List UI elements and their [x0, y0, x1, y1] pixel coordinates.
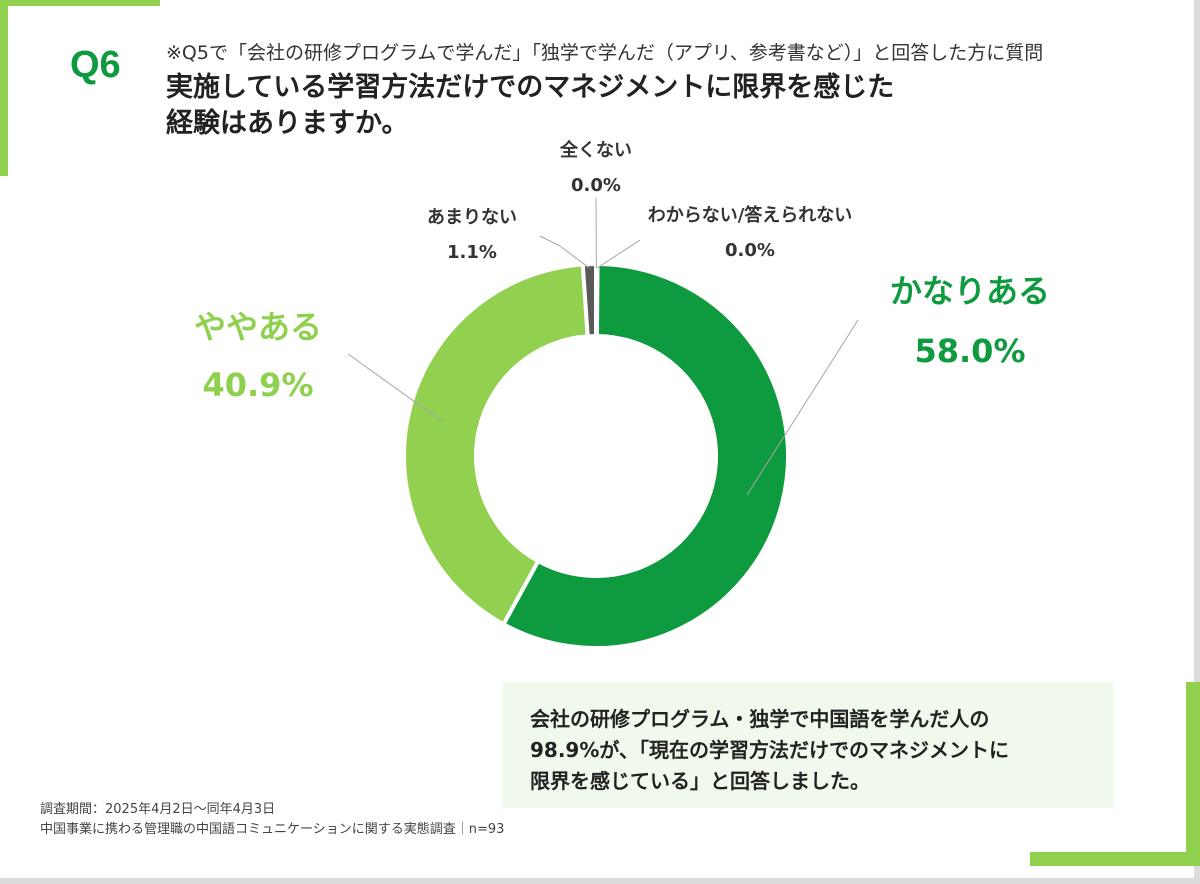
accent-bar-right — [1186, 682, 1200, 866]
question-title: 実施している学習方法だけでのマネジメントに限界を感じた 経験はありますか。 — [166, 70, 986, 142]
slice-value-wakaranai: 0.0% — [725, 240, 775, 261]
leader-line-amari-nai — [539, 235, 590, 269]
summary-note-line-2: 98.9%が、「現在の学習方法だけでのマネジメントに — [530, 738, 1009, 762]
slice-label-kanari-aru: かなりある — [890, 272, 1050, 310]
survey-name: 中国事業に携わる管理職の中国語コミュニケーションに関する実態調査｜n=93 — [40, 822, 505, 837]
slice-label-mattaku-nai: 全くない — [559, 139, 632, 161]
summary-note: 会社の研修プログラム・独学で中国語を学んだ人の 98.9%が、「現在の学習方法だ… — [502, 682, 1114, 808]
slice-value-yaya-aru: 40.9% — [202, 366, 313, 404]
slice-wakaranai — [594, 261, 600, 339]
question-title-line-1: 実施している学習方法だけでのマネジメントに限界を感じた — [166, 72, 895, 103]
accent-bar-left — [0, 0, 8, 176]
slice-label-amari-nai: あまりない — [427, 207, 517, 228]
slice-value-mattaku-nai: 0.0% — [571, 175, 621, 196]
slice-label-wakaranai: わからない/答えられない — [648, 204, 853, 226]
shadow-edge-right — [1194, 0, 1200, 884]
accent-bar-top — [0, 0, 160, 6]
question-title-line-2: 経験はありますか。 — [166, 108, 409, 139]
survey-period: 調査期間：2025年4月2日～同年4月3日 — [40, 802, 276, 817]
slice-value-amari-nai: 1.1% — [447, 242, 497, 263]
leader-lines — [347, 197, 859, 496]
shadow-edge-bottom — [0, 878, 1200, 884]
question-number: Q6 — [70, 44, 121, 86]
accent-bar-bottom — [1030, 852, 1200, 866]
leader-line-wakaranai — [596, 239, 641, 269]
summary-note-line-3: 限界を感じている」と回答しました。 — [530, 769, 870, 793]
slice-kanari-aru — [500, 261, 790, 650]
leader-line-yaya-aru — [347, 353, 444, 423]
summary-note-line-1: 会社の研修プログラム・独学で中国語を学んだ人の — [530, 707, 990, 731]
slice-yaya-aru — [402, 262, 590, 627]
question-condition: ※Q5で「会社の研修プログラムで学んだ」「独学で学んだ（アプリ、参考書など）」と… — [166, 42, 1044, 64]
slice-value-kanari-aru: 58.0% — [914, 332, 1025, 370]
donut-slices — [402, 261, 790, 650]
slice-label-yaya-aru: ややある — [194, 308, 322, 346]
leader-line-kanari-aru — [746, 319, 859, 496]
